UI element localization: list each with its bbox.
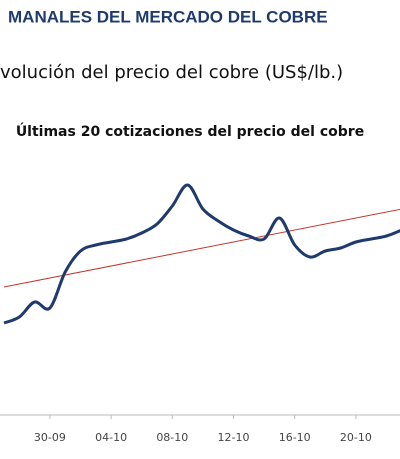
chart-subtitle: volución del precio del cobre (US$/lb.) xyxy=(0,62,343,83)
price-line xyxy=(3,183,400,325)
chart-title: MANALES DEL MERCADO DEL COBRE xyxy=(8,7,328,26)
trend-line xyxy=(3,208,400,288)
x-tick-label: 20-10 xyxy=(340,431,372,444)
x-tick-label: 12-10 xyxy=(218,431,250,444)
x-tick-label: 08-10 xyxy=(156,431,188,444)
x-tick-label: 16-10 xyxy=(279,431,311,444)
x-tick-label: 04-10 xyxy=(95,431,127,444)
plot-title: Últimas 20 cotizaciones del precio del c… xyxy=(16,122,364,140)
x-tick-label: 30-09 xyxy=(34,431,66,444)
